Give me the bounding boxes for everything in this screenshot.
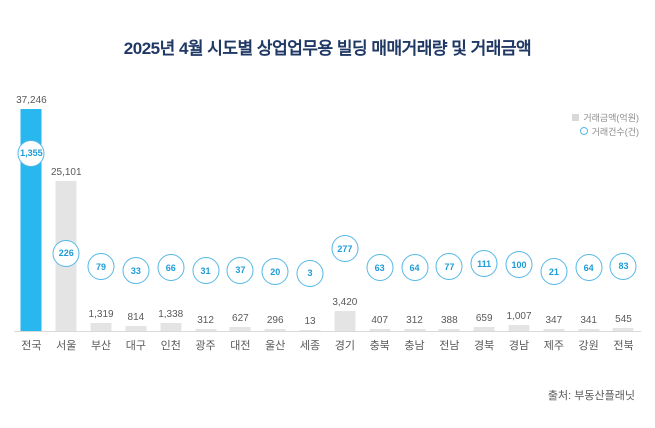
amount-bar-세종 <box>299 329 321 331</box>
page-title: 2025년 4월 시도별 상업업무용 빌딩 매매거래량 및 거래금액 <box>123 39 532 58</box>
category-label-충남: 충남 <box>404 340 425 352</box>
chart-column-경북: 659 111 경북 <box>467 87 502 352</box>
amount-bar-충북 <box>369 328 391 331</box>
category-label-전북: 전북 <box>613 340 634 352</box>
amount-bar-전북 <box>612 327 634 331</box>
category-label-대구: 대구 <box>125 340 147 352</box>
count-marker-충북: 63 <box>366 254 394 282</box>
category-label-경북: 경북 <box>474 340 495 352</box>
amount-label-충남: 312 <box>406 315 423 327</box>
amount-bar-경남 <box>508 325 530 331</box>
count-marker-인천: 66 <box>157 254 185 282</box>
amount-label-대구: 814 <box>127 312 145 324</box>
chart-column-제주: 347 21 제주 <box>536 87 571 352</box>
amount-label-경기: 3,420 <box>332 296 358 308</box>
legend-amount-label: 거래금액(억원) <box>583 112 639 123</box>
category-label-대전: 대전 <box>230 340 251 352</box>
chart-column-세종: 13 3 세종 <box>293 87 328 352</box>
amount-label-광주: 312 <box>197 315 214 327</box>
amount-bar-대전 <box>229 327 251 331</box>
chart-column-경기: 3,420 277 경기 <box>327 87 362 352</box>
bar-swatch-icon <box>572 113 580 121</box>
amount-bar-제주 <box>543 328 565 331</box>
chart-column-전북: 545 83 전북 <box>606 87 641 352</box>
amount-bar-경북 <box>473 327 495 331</box>
category-label-울산: 울산 <box>265 340 286 352</box>
category-label-전국: 전국 <box>21 340 42 352</box>
count-marker-경기: 277 <box>331 235 359 263</box>
category-label-부산: 부산 <box>90 340 112 352</box>
legend-amount: 거래금액(억원) <box>572 110 639 124</box>
amount-bar-부산 <box>90 323 112 331</box>
legend-count-label: 거래건수(건) <box>591 126 639 137</box>
count-marker-광주: 31 <box>192 257 220 285</box>
amount-bar-광주 <box>195 329 217 331</box>
count-marker-서울: 226 <box>52 239 80 267</box>
chart-column-울산: 296 20 울산 <box>258 87 293 352</box>
count-marker-대전: 37 <box>226 256 254 284</box>
count-marker-제주: 21 <box>540 258 568 286</box>
chart-column-충북: 407 63 충북 <box>362 87 397 352</box>
chart-column-부산: 1,319 79 부산 <box>84 87 119 352</box>
amount-label-전남: 388 <box>441 314 458 326</box>
category-label-경남: 경남 <box>508 340 530 352</box>
amount-bar-충남 <box>404 329 426 331</box>
chart-area: 37,246 1,355 전국 25,101 226 서울 1,319 79 부산 814 33 대구… <box>14 87 641 352</box>
chart-column-경남: 1,007 100 경남 <box>502 87 537 352</box>
category-label-광주: 광주 <box>195 340 216 352</box>
source-credit: 출처: 부동산플래닛 <box>547 390 635 402</box>
count-marker-경남: 100 <box>505 251 533 279</box>
circle-marker-icon <box>579 127 588 135</box>
amount-label-경남: 1,007 <box>506 311 532 322</box>
amount-bar-인천 <box>160 323 182 331</box>
category-label-강원: 강원 <box>578 340 599 352</box>
chart-column-대전: 627 37 대전 <box>223 87 258 352</box>
count-marker-경북: 111 <box>470 250 498 278</box>
count-marker-울산: 20 <box>261 258 289 286</box>
count-marker-전남: 77 <box>435 253 463 281</box>
category-label-전남: 전남 <box>439 340 460 352</box>
chart-column-서울: 25,101 226 서울 <box>49 87 84 352</box>
amount-bar-경기 <box>334 310 356 331</box>
category-label-경기: 경기 <box>334 340 355 352</box>
chart-column-대구: 814 33 대구 <box>118 87 153 352</box>
amount-label-울산: 296 <box>266 315 284 327</box>
amount-label-전북: 545 <box>615 313 632 325</box>
category-label-서울: 서울 <box>56 340 77 352</box>
count-marker-대구: 33 <box>122 257 150 285</box>
count-marker-충남: 64 <box>401 254 429 282</box>
amount-label-인천: 1,338 <box>158 309 184 321</box>
amount-label-부산: 1,319 <box>88 309 114 321</box>
category-label-인천: 인천 <box>160 340 181 352</box>
chart-legend: 거래금액(억원) 거래건수(건) <box>572 110 639 138</box>
amount-bar-울산 <box>264 329 286 331</box>
count-marker-전북: 83 <box>609 252 637 280</box>
chart-column-강원: 341 64 강원 <box>571 87 606 352</box>
count-marker-전국: 1,355 <box>17 139 45 167</box>
amount-label-강원: 341 <box>580 314 597 326</box>
amount-label-전국: 37,246 <box>16 95 47 106</box>
chart-column-전남: 388 77 전남 <box>432 87 467 352</box>
amount-bar-전남 <box>438 328 460 331</box>
amount-label-서울: 25,101 <box>50 167 82 179</box>
amount-bar-대구 <box>125 326 147 331</box>
count-marker-강원: 64 <box>575 254 603 282</box>
amount-label-충북: 407 <box>371 314 389 326</box>
chart-column-광주: 312 31 광주 <box>188 87 223 352</box>
chart-column-인천: 1,338 66 인천 <box>153 87 188 352</box>
amount-label-제주: 347 <box>545 314 563 326</box>
category-label-제주: 제주 <box>543 340 564 352</box>
count-marker-부산: 79 <box>87 253 115 281</box>
category-label-세종: 세종 <box>299 340 321 352</box>
amount-label-대전: 627 <box>232 313 249 325</box>
count-marker-세종: 3 <box>296 259 324 287</box>
amount-label-경북: 659 <box>475 313 493 325</box>
amount-bar-강원 <box>578 328 600 331</box>
chart-column-충남: 312 64 충남 <box>397 87 432 352</box>
amount-label-세종: 13 <box>304 315 316 327</box>
legend-count: 거래건수(건) <box>572 124 639 138</box>
category-label-충북: 충북 <box>369 340 390 352</box>
chart-column-전국: 37,246 1,355 전국 <box>14 87 49 352</box>
